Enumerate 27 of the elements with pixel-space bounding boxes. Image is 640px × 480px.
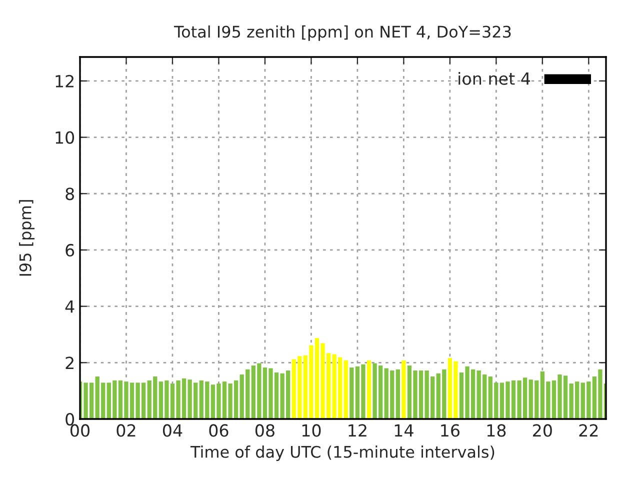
x-tick-label: 18 bbox=[487, 424, 506, 437]
x-tick-label: 12 bbox=[348, 424, 366, 437]
chart-title: Total I95 zenith [ppm] on NET 4, DoY=323 bbox=[174, 25, 511, 41]
y-tick-label: 2 bbox=[66, 356, 74, 369]
x-tick-label: 22 bbox=[579, 424, 598, 437]
x-tick-label: 14 bbox=[394, 424, 414, 437]
x-tick-label: 00 bbox=[70, 424, 90, 437]
x-tick-label: 20 bbox=[533, 424, 552, 437]
y-axis-title: I95 [ppm] bbox=[19, 200, 34, 276]
bar bbox=[396, 369, 400, 419]
bar bbox=[366, 360, 372, 419]
x-tick-label: 08 bbox=[255, 424, 274, 437]
y-tick-label: 12 bbox=[56, 74, 74, 88]
x-tick-label: 02 bbox=[116, 424, 136, 437]
x-tick-label: 04 bbox=[162, 424, 182, 437]
y-tick-label: 4 bbox=[65, 300, 74, 313]
x-tick-label: 10 bbox=[302, 424, 321, 437]
y-tick-label: 0 bbox=[66, 412, 74, 426]
bar bbox=[402, 360, 406, 419]
bar bbox=[344, 360, 348, 419]
y-tick-label: 10 bbox=[56, 131, 74, 144]
y-tick-label: 8 bbox=[66, 188, 74, 200]
x-tick-label: 16 bbox=[441, 424, 460, 437]
x-axis-title: Time of day UTC (15-minute intervals) bbox=[190, 446, 494, 462]
x-tick-label: 06 bbox=[209, 424, 228, 437]
text: ion net 4 bbox=[458, 72, 530, 85]
y-tick-label: 6 bbox=[66, 244, 74, 257]
